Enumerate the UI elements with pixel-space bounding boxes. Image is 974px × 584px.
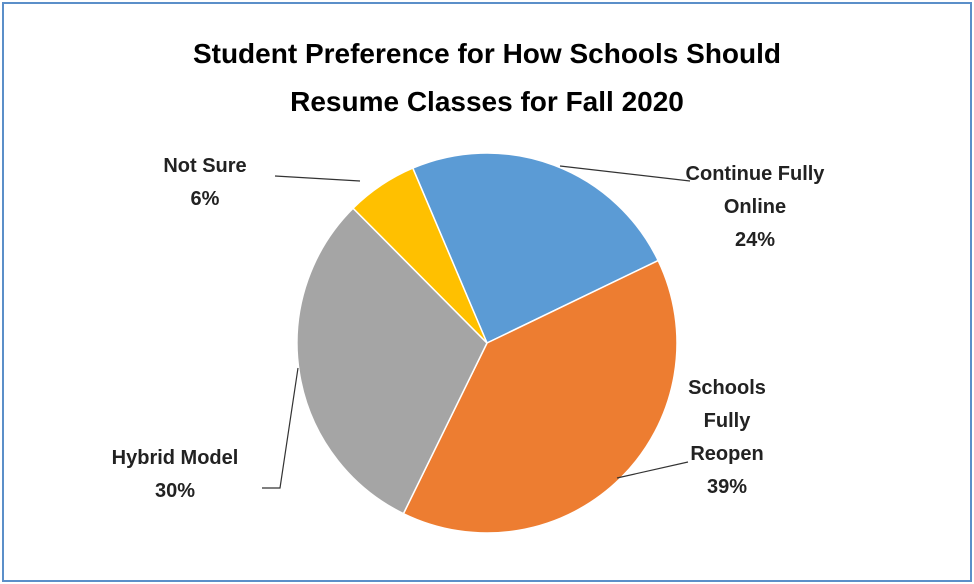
chart-title: Student Preference for How Schools Shoul…	[192, 38, 782, 117]
category-label: Schools Fully Reopen	[688, 377, 766, 465]
value-label: 6%	[190, 188, 220, 210]
data-label: Schools Fully Reopen 39%	[682, 372, 772, 504]
category-label: Continue Fully Online	[685, 163, 825, 218]
data-label: Continue Fully Online 24%	[685, 158, 825, 257]
data-label: Hybrid Model 30%	[65, 442, 285, 508]
leader-line	[274, 175, 361, 182]
data-label: Not Sure 6%	[135, 150, 275, 216]
leader-line	[616, 461, 689, 479]
value-label: 39%	[706, 476, 748, 498]
slice	[352, 167, 488, 344]
category-label: Hybrid Model	[111, 447, 239, 469]
leader-line	[559, 165, 691, 182]
value-label: 24%	[734, 229, 776, 251]
value-label: 30%	[154, 480, 196, 502]
category-label: Not Sure	[163, 155, 247, 177]
leader-line	[262, 367, 299, 489]
slice	[411, 152, 660, 345]
slice	[296, 207, 488, 515]
